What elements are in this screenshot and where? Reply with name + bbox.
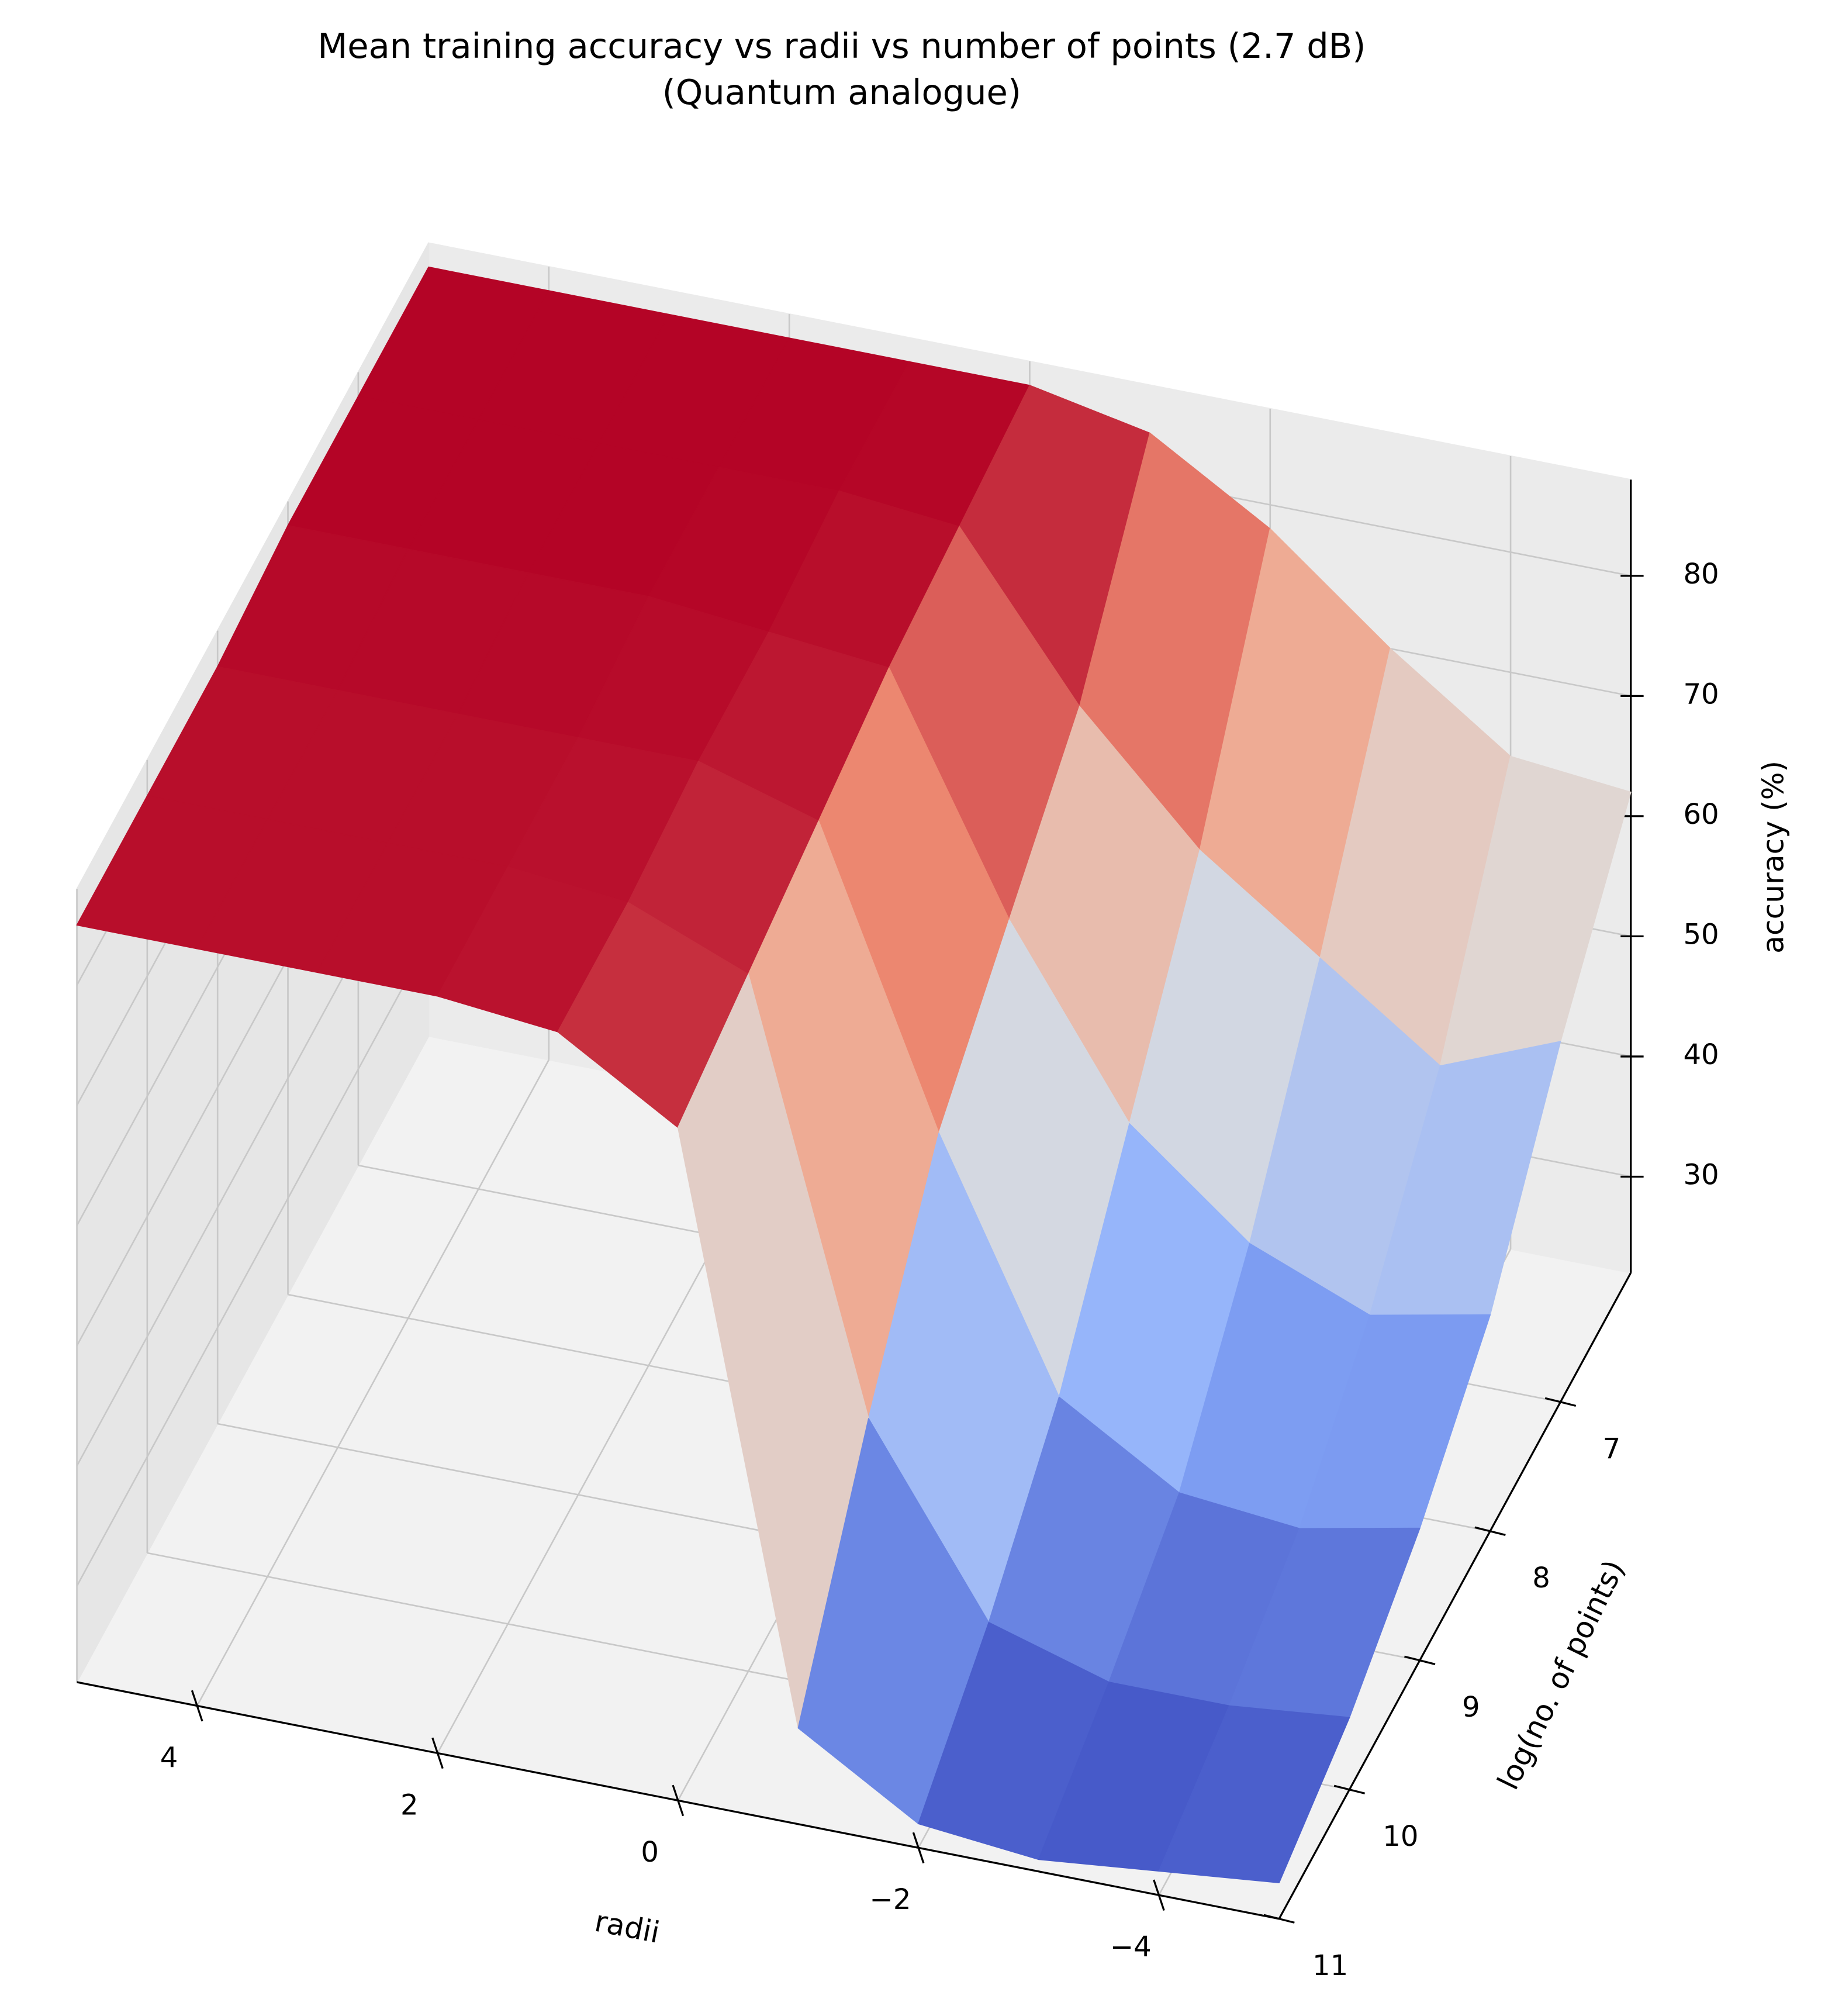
y-axis-line (1278, 1272, 1632, 1920)
x-axis-line (77, 1681, 1280, 1920)
x-axis-label: radii (592, 1904, 663, 1950)
z-tick-label: 40 (1683, 1038, 1719, 1071)
y-tick-label: 11 (1312, 1949, 1348, 1982)
y-tick-label: 9 (1462, 1691, 1480, 1724)
chart-subtitle: (Quantum analogue) (662, 72, 1021, 112)
x-tick-label: 0 (641, 1836, 659, 1869)
x-tick-label: −2 (870, 1883, 911, 1916)
z-tick-label: 80 (1683, 558, 1719, 591)
z-tick-label: 60 (1683, 798, 1719, 831)
surface-face (1158, 1705, 1350, 1883)
chart-title: Mean training accuracy vs radii vs numbe… (317, 26, 1366, 66)
z-axis-label: accuracy (%) (1755, 761, 1790, 954)
z-tick-label: 70 (1683, 678, 1719, 710)
grid-line (196, 1059, 550, 1707)
y-tick-label: 8 (1532, 1562, 1550, 1594)
x-tick-label: 2 (400, 1789, 419, 1821)
y-tick-label: 7 (1603, 1432, 1621, 1465)
y-tick-label: 10 (1383, 1820, 1418, 1853)
grid-line (76, 940, 430, 1587)
x-tick-label: 4 (160, 1741, 178, 1774)
y-axis-label: log(no. of points) (1491, 1555, 1632, 1795)
z-tick-label: 30 (1683, 1158, 1719, 1191)
x-tick-label: −4 (1110, 1931, 1152, 1963)
z-tick-label: 50 (1683, 918, 1719, 951)
